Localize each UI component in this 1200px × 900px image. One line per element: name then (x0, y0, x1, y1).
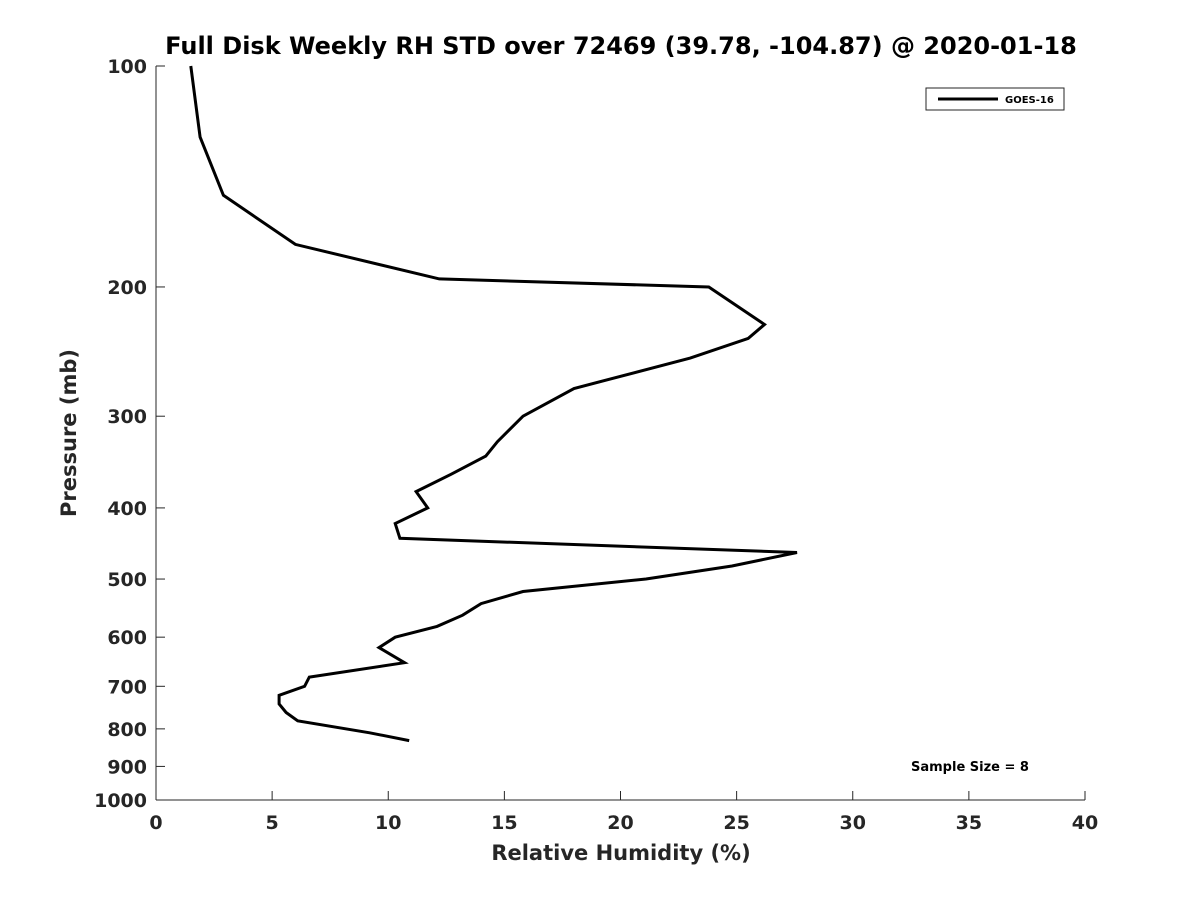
y-ticks: 100 200 300 400 500 600 700 800 900 1000 (94, 56, 165, 812)
x-tick-label: 15 (491, 812, 517, 834)
y-tick-label: 300 (107, 406, 147, 428)
y-tick-label: 100 (107, 56, 147, 78)
y-tick-label: 900 (107, 756, 147, 778)
x-tick-label: 10 (375, 812, 401, 834)
x-tick-label: 5 (266, 812, 279, 834)
y-tick-label: 700 (107, 676, 147, 698)
series-group (189, 65, 798, 743)
x-tick-label: 40 (1072, 812, 1098, 834)
y-tick-label: 1000 (94, 790, 147, 812)
x-tick-label: 35 (956, 812, 982, 834)
legend-label-goes-16: GOES-16 (1005, 95, 1054, 106)
x-tick-label: 20 (607, 812, 633, 834)
y-axis-label: Pressure (mb) (57, 349, 81, 517)
x-tick-label: 25 (723, 812, 749, 834)
y-tick-label: 800 (107, 719, 147, 741)
sample-size-annotation: Sample Size = 8 (911, 760, 1029, 775)
chart-title: Full Disk Weekly RH STD over 72469 (39.7… (165, 32, 1077, 60)
series-line-goes-16 (189, 65, 798, 743)
y-tick-label: 600 (107, 627, 147, 649)
x-axis-label: Relative Humidity (%) (491, 841, 750, 865)
y-tick-label: 400 (107, 498, 147, 520)
x-tick-label: 30 (840, 812, 866, 834)
y-tick-label: 500 (107, 569, 147, 591)
x-tick-label: 0 (149, 812, 162, 834)
x-ticks: 0 5 10 15 20 25 30 35 40 (149, 791, 1098, 834)
y-tick-label: 200 (107, 277, 147, 299)
legend: GOES-16 (925, 87, 1065, 111)
